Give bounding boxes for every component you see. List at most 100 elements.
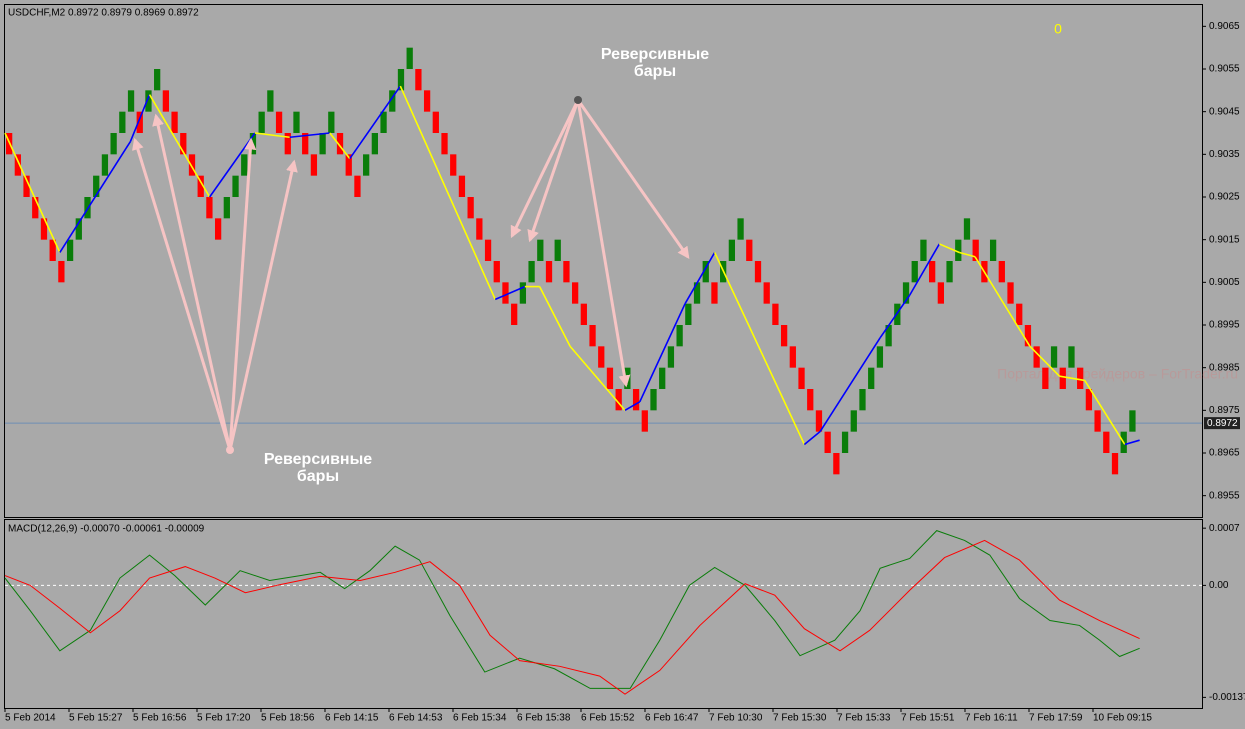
x-tick-label: 7 Feb 16:11 bbox=[965, 713, 1018, 724]
moving-average bbox=[329, 132, 351, 160]
x-tick-label: 5 Feb 2014 bbox=[5, 713, 56, 724]
y-tick-label: -0.00137 bbox=[1209, 692, 1245, 703]
y-tick-label: 0.9005 bbox=[1209, 277, 1240, 288]
moving-average bbox=[684, 252, 716, 305]
down-brick bbox=[833, 453, 840, 475]
down-brick bbox=[798, 367, 805, 389]
down-brick bbox=[197, 175, 204, 197]
x-tick-label: 6 Feb 15:38 bbox=[517, 713, 571, 724]
moving-average bbox=[538, 286, 571, 347]
up-brick bbox=[389, 90, 396, 112]
down-brick bbox=[572, 282, 579, 304]
moving-average bbox=[494, 285, 526, 301]
y-tick-label: 0.00 bbox=[1209, 580, 1229, 591]
x-tick-label: 7 Feb 15:33 bbox=[837, 713, 891, 724]
up-brick bbox=[363, 154, 370, 176]
up-brick bbox=[406, 47, 413, 69]
x-tick-label: 6 Feb 14:15 bbox=[325, 713, 379, 724]
y-tick-label: 0.9055 bbox=[1209, 64, 1240, 75]
price-label: 0.8972 bbox=[1207, 418, 1238, 429]
moving-average bbox=[569, 345, 626, 411]
arrow bbox=[576, 99, 690, 259]
up-brick bbox=[885, 325, 892, 347]
arrow bbox=[527, 99, 580, 243]
down-brick bbox=[1059, 367, 1066, 389]
down-brick bbox=[214, 218, 222, 240]
down-brick bbox=[972, 239, 979, 261]
x-tick-label: 7 Feb 10:30 bbox=[709, 713, 763, 724]
x-tick-label: 7 Feb 15:51 bbox=[901, 713, 955, 724]
y-tick-label: 0.9065 bbox=[1209, 21, 1240, 32]
down-brick bbox=[1016, 303, 1023, 325]
x-tick-label: 6 Feb 15:34 bbox=[453, 713, 507, 724]
macd-title: MACD(12,26,9) -0.00070 -0.00061 -0.00009 bbox=[8, 524, 205, 535]
up-brick bbox=[702, 261, 709, 283]
arrow bbox=[228, 137, 257, 451]
x-tick-label: 6 Feb 15:52 bbox=[581, 713, 635, 724]
up-brick bbox=[328, 111, 335, 133]
down-brick bbox=[1033, 346, 1040, 368]
up-brick bbox=[554, 239, 561, 261]
down-brick bbox=[180, 133, 187, 155]
arrow-origin bbox=[574, 96, 582, 104]
down-brick bbox=[354, 175, 361, 197]
down-brick bbox=[188, 154, 196, 176]
up-brick bbox=[902, 282, 910, 304]
arrow-origin bbox=[226, 446, 234, 454]
up-brick bbox=[685, 303, 692, 325]
y-tick-label: 0.8985 bbox=[1209, 362, 1240, 373]
down-brick bbox=[789, 346, 796, 368]
x-tick-label: 7 Feb 17:59 bbox=[1029, 713, 1083, 724]
down-brick bbox=[1077, 367, 1084, 389]
moving-average bbox=[713, 252, 806, 445]
down-brick bbox=[754, 261, 762, 283]
moving-average bbox=[59, 141, 132, 253]
down-brick bbox=[632, 389, 640, 411]
down-brick bbox=[1111, 453, 1119, 475]
down-brick bbox=[1085, 389, 1093, 411]
up-brick bbox=[850, 410, 857, 432]
up-brick bbox=[955, 239, 962, 261]
moving-average bbox=[129, 94, 151, 142]
moving-average bbox=[624, 401, 641, 412]
down-brick bbox=[450, 154, 457, 176]
up-brick bbox=[223, 197, 230, 219]
up-brick bbox=[267, 90, 274, 112]
up-brick bbox=[876, 346, 884, 368]
down-brick bbox=[171, 111, 178, 133]
x-tick-label: 5 Feb 16:56 bbox=[133, 713, 187, 724]
x-tick-label: 5 Feb 15:27 bbox=[69, 713, 123, 724]
moving-average bbox=[399, 85, 496, 300]
moving-average bbox=[254, 132, 290, 139]
up-brick bbox=[728, 239, 736, 261]
y-tick-label: 0.9015 bbox=[1209, 234, 1240, 245]
moving-average bbox=[1084, 380, 1126, 445]
up-brick bbox=[963, 218, 971, 240]
down-brick bbox=[807, 389, 814, 411]
main-title: USDCHF,M2 0.8972 0.8979 0.8969 0.8972 bbox=[8, 8, 199, 19]
moving-average bbox=[819, 337, 881, 433]
down-brick bbox=[780, 325, 788, 347]
up-brick bbox=[397, 69, 405, 91]
down-brick bbox=[545, 261, 553, 283]
down-brick bbox=[580, 303, 587, 325]
moving-average bbox=[959, 251, 976, 258]
y-tick-label: 0.9025 bbox=[1209, 192, 1240, 203]
down-brick bbox=[32, 197, 39, 219]
up-brick bbox=[127, 90, 135, 112]
up-brick bbox=[519, 282, 527, 304]
up-brick bbox=[380, 111, 387, 133]
arrow bbox=[132, 137, 232, 451]
down-brick bbox=[49, 239, 56, 261]
down-brick bbox=[310, 154, 318, 176]
price-label-box bbox=[1204, 417, 1240, 430]
down-brick bbox=[415, 69, 422, 91]
down-brick bbox=[1103, 431, 1110, 453]
up-brick bbox=[1129, 410, 1136, 432]
down-brick bbox=[493, 261, 500, 283]
moving-average bbox=[939, 243, 960, 254]
down-brick bbox=[589, 325, 596, 347]
up-brick bbox=[868, 367, 875, 389]
